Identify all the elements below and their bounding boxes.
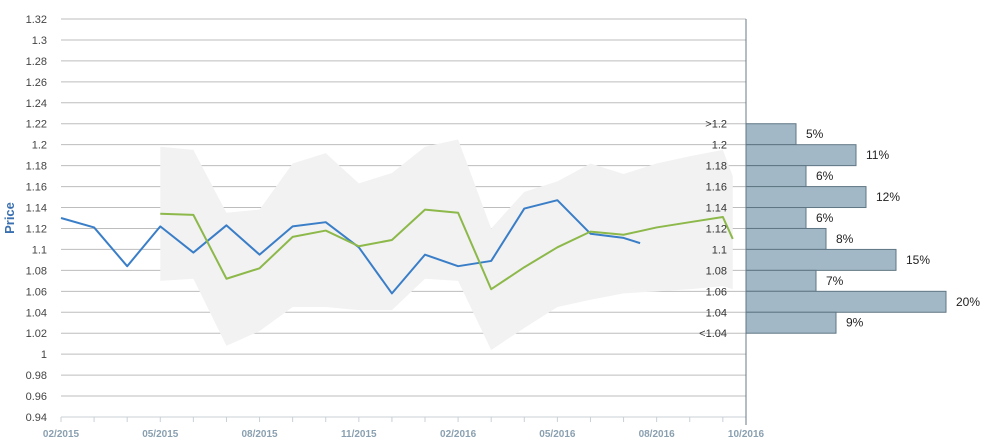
- y-tick-label: 0.98: [26, 370, 47, 382]
- histogram-bar: [745, 248, 897, 271]
- x-tick-label: 05/2016: [539, 429, 576, 440]
- y-tick-label: 1.1: [32, 244, 47, 256]
- histogram-bin-label: >1.2: [705, 119, 727, 131]
- histogram-percent-label: 11%: [866, 148, 889, 162]
- histogram-bar: [745, 144, 857, 167]
- histogram-bin-label: 1.18: [706, 161, 727, 173]
- y-tick-label: 1.08: [26, 265, 47, 277]
- price-histogram: 5% >1.2 11% 1.2 6% 1.18 12% 1.16 6% 1.14 8% 1.12 15%…: [699, 119, 980, 340]
- histogram-bar: [745, 227, 827, 250]
- y-tick-label: 1.14: [26, 203, 47, 215]
- y-tick-label: 1.28: [26, 56, 47, 68]
- histogram-bin-label: 1.04: [706, 307, 727, 319]
- y-tick-label: 1.24: [26, 98, 47, 110]
- histogram-bar: [745, 311, 837, 334]
- histogram-bar: [745, 269, 817, 292]
- x-tick-label: 02/2015: [43, 429, 80, 440]
- y-tick-label: 1.06: [26, 286, 47, 298]
- y-axis-label: Price: [2, 202, 17, 234]
- histogram-bin-label: 1.16: [706, 182, 727, 194]
- y-tick-label: 1.18: [26, 161, 47, 173]
- series-lines: [60, 199, 734, 295]
- y-tick-label: 0.96: [26, 391, 47, 403]
- axes: 1.32 1.3 1.28 1.26 1.24 1.22 1.2 1.18 1.16 1.14 1.…: [26, 14, 765, 440]
- histogram-percent-label: 5%: [806, 127, 824, 141]
- histogram-percent-label: 15%: [906, 253, 930, 267]
- y-tick-label: 1: [41, 349, 47, 361]
- histogram-percent-label: 9%: [846, 316, 864, 330]
- histogram-percent-label: 20%: [956, 295, 980, 309]
- series-line-2: [160, 208, 734, 291]
- y-tick-label: 1.16: [26, 182, 47, 194]
- histogram-percent-label: 6%: [816, 169, 834, 183]
- y-tick-label: 1.3: [32, 35, 47, 47]
- histogram-bin-label: 1.12: [706, 223, 727, 235]
- y-tick-label: 1.04: [26, 307, 47, 319]
- histogram-bar: [745, 165, 807, 188]
- y-tick-label: 1.2: [32, 140, 47, 152]
- x-tick-label: 05/2015: [142, 429, 179, 440]
- y-tick-label: 1.22: [26, 119, 47, 131]
- histogram-percent-label: 8%: [836, 232, 854, 246]
- histogram-bar: [745, 290, 947, 313]
- histogram-percent-label: 12%: [876, 190, 900, 204]
- y-tick-label: 1.02: [26, 328, 47, 340]
- histogram-bin-label: 1.14: [706, 203, 727, 215]
- histogram-bin-label: 1.1: [712, 244, 727, 256]
- histogram-bin-label: <1.04: [699, 328, 727, 340]
- histogram-bin-label: 1.06: [706, 286, 727, 298]
- series-line-1: [60, 199, 641, 295]
- forecast-band: [160, 139, 733, 350]
- y-tick-label: 1.32: [26, 14, 47, 26]
- histogram-bar: [745, 186, 867, 209]
- x-tick-label: 08/2015: [241, 429, 278, 440]
- histogram-percent-label: 6%: [816, 211, 834, 225]
- x-tick-label: 11/2015: [341, 429, 377, 440]
- y-tick-label: 1.26: [26, 77, 47, 89]
- histogram-bar: [745, 123, 797, 146]
- histogram-bin-label: 1.2: [712, 140, 727, 152]
- x-tick-label: 02/2016: [440, 429, 477, 440]
- y-tick-label: 1.12: [26, 223, 47, 235]
- x-tick-label: 08/2016: [639, 429, 676, 440]
- histogram-percent-label: 7%: [826, 274, 844, 288]
- forecast-band-area: [160, 139, 733, 350]
- histogram-bar: [745, 207, 807, 229]
- y-tick-label: 0.94: [26, 412, 47, 424]
- histogram-bin-label: 1.08: [706, 265, 727, 277]
- x-tick-label: 10/2016: [728, 429, 765, 440]
